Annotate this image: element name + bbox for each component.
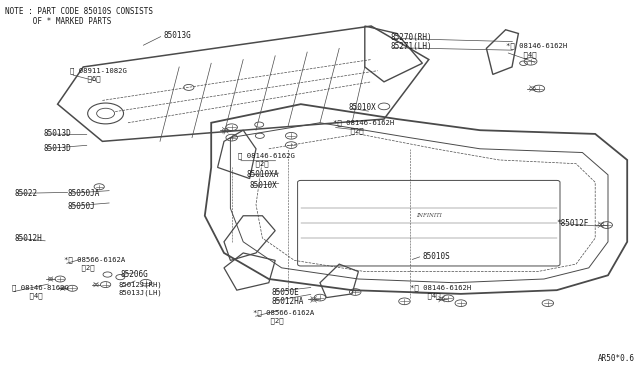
Text: 85012HA: 85012HA [272,297,305,306]
Text: 85050JA: 85050JA [67,189,100,198]
Text: 85010X: 85010X [349,103,376,112]
Text: *Ⓢ 08566-6162A
    （2）: *Ⓢ 08566-6162A （2） [64,257,125,272]
Text: AR50*0.6: AR50*0.6 [598,354,635,363]
Text: *Ⓢ 08566-6162A
    （2）: *Ⓢ 08566-6162A （2） [253,310,314,324]
Text: 85022: 85022 [14,189,37,198]
Text: ⓓ 08911-1082G
    （6）: ⓓ 08911-1082G （6） [70,67,127,82]
Text: 85010S: 85010S [422,252,450,261]
Text: 85010XA: 85010XA [246,170,279,179]
Text: 85271(LH): 85271(LH) [390,42,432,51]
Text: *Ⓑ 08146-6162H
    （2）: *Ⓑ 08146-6162H （2） [333,119,394,134]
Text: 85270(RH): 85270(RH) [390,33,432,42]
Text: OF * MARKED PARTS: OF * MARKED PARTS [5,17,111,26]
Text: 85010X: 85010X [250,182,277,190]
Text: 85012J(RH)
85013J(LH): 85012J(RH) 85013J(LH) [118,281,162,295]
Text: 85013D: 85013D [44,129,71,138]
Text: 85050J: 85050J [67,202,95,211]
Text: *85012F: *85012F [557,219,589,228]
Text: INFINITI: INFINITI [416,213,442,218]
Text: 85013G: 85013G [163,31,191,40]
Text: *Ⓑ 08146-6162H
    （4）: *Ⓑ 08146-6162H （4） [506,43,567,58]
Text: Ⓑ 08146-6162G
    （2）: Ⓑ 08146-6162G （2） [238,153,295,167]
Text: 85050E: 85050E [272,288,300,296]
Text: *Ⓑ 08146-6162H
    （4）: *Ⓑ 08146-6162H （4） [410,285,471,299]
Text: NOTE : PART CODE 85010S CONSISTS: NOTE : PART CODE 85010S CONSISTS [5,7,153,16]
Text: 85012H: 85012H [14,234,42,243]
Text: 85013D: 85013D [44,144,71,153]
Text: 85206G: 85206G [120,270,148,279]
Text: Ⓑ 08146-8162G
    （4）: Ⓑ 08146-8162G （4） [12,285,68,299]
